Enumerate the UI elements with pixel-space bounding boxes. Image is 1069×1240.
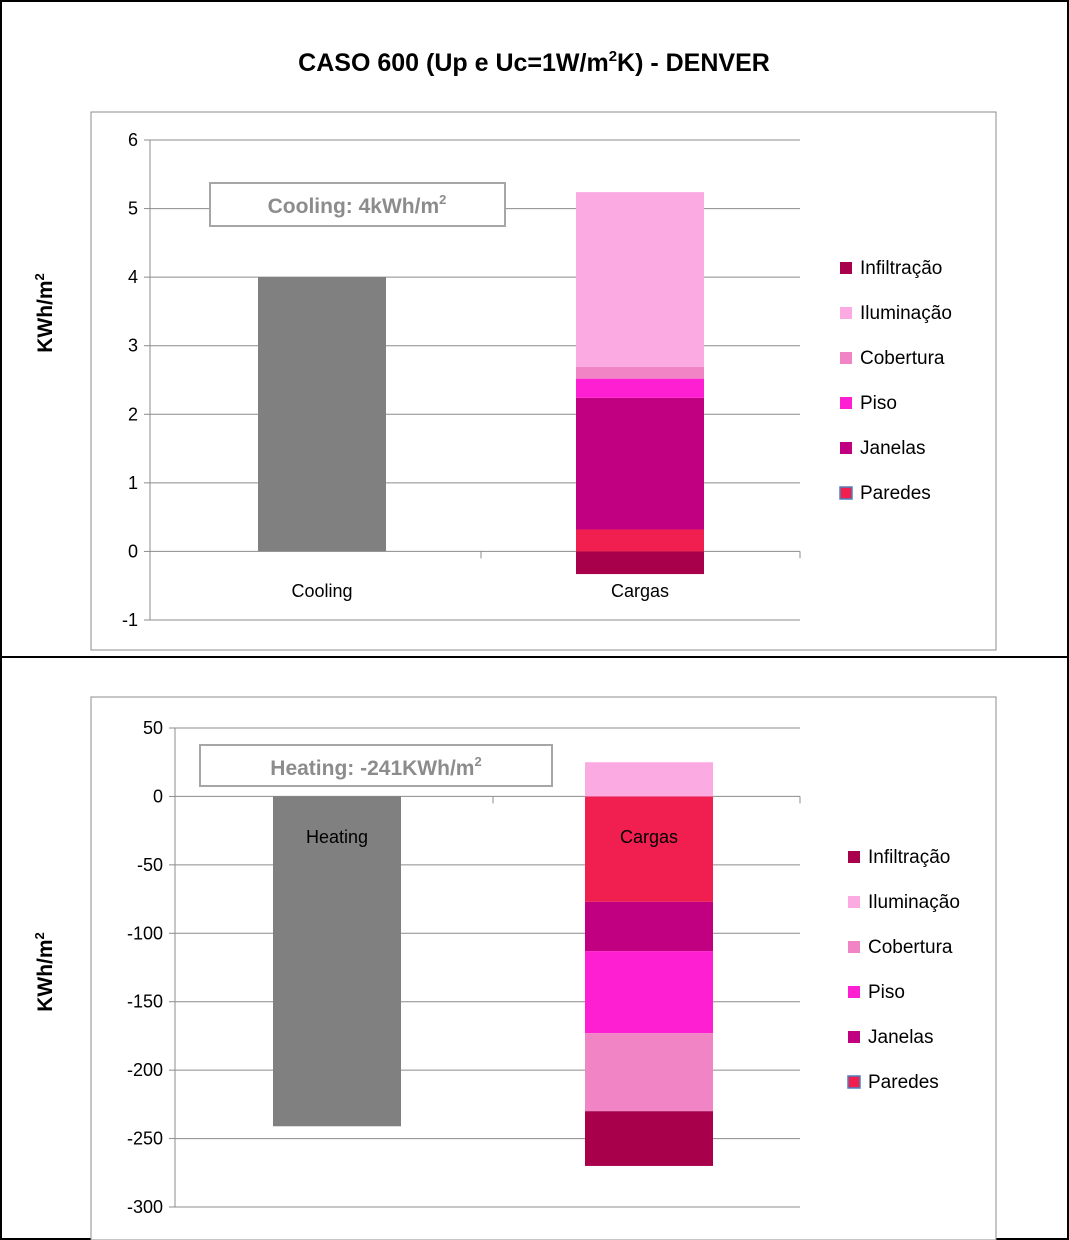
- legend-swatch-janelas: [840, 442, 852, 454]
- legend-swatch-iluminacao: [848, 896, 860, 908]
- y-tick-label: -300: [127, 1197, 163, 1217]
- bar-segment-cobertura: [585, 1033, 713, 1112]
- bar-cooling: [258, 277, 386, 552]
- legend-label: Piso: [868, 982, 905, 1003]
- category-label: Cargas: [620, 827, 678, 847]
- legend-swatch-infiltracao: [848, 851, 860, 863]
- bar-segment-iluminacao: [585, 762, 713, 797]
- y-tick-label: -50: [137, 855, 163, 875]
- annotation-text: Heating: -241KWh/m2: [270, 754, 481, 780]
- annotation-box: [209, 182, 506, 227]
- chart1: -1 0 1 2 3 4 5 6 KWh/m2 Cooling Cargas Cooling: 4kW…: [32, 130, 952, 630]
- bar-segment-paredes: [585, 796, 713, 902]
- y-tick-label: 3: [128, 336, 138, 356]
- category-label: Cargas: [611, 581, 669, 601]
- y-tick-label: 0: [128, 541, 138, 561]
- category-label: Heating: [306, 827, 368, 847]
- y-tick-label: 0: [153, 786, 163, 806]
- chart2: -300 -250 -200 -150 -100 -50 0 50 KWh/m2 Heating C…: [32, 718, 960, 1217]
- y-tick-label: 5: [128, 199, 138, 219]
- legend-swatch-cobertura: [848, 941, 860, 953]
- legend-swatch-paredes: [847, 1075, 861, 1089]
- legend-swatch-piso: [848, 986, 860, 998]
- bar-segment-piso: [585, 951, 713, 1034]
- legend-label: Cobertura: [868, 937, 953, 958]
- bar-segment-infiltracao: [585, 1111, 713, 1166]
- legend-swatch-janelas: [848, 1031, 860, 1043]
- bar-heating: [273, 796, 401, 1127]
- legend-swatch-cobertura: [840, 352, 852, 364]
- y-tick-label: 50: [143, 718, 163, 738]
- y-tick-label: 6: [128, 130, 138, 150]
- annotation-box: [199, 744, 553, 787]
- y-tick-label: 2: [128, 404, 138, 424]
- legend-label: Infiltração: [868, 847, 950, 868]
- category-label: Cooling: [291, 581, 352, 601]
- y-tick-label: 1: [128, 473, 138, 493]
- y-tick-label: -200: [127, 1060, 163, 1080]
- legend-label: Paredes: [860, 483, 931, 504]
- legend-swatch-infiltracao: [840, 262, 852, 274]
- legend-label: Janelas: [868, 1027, 934, 1048]
- bar-segment-infiltracao: [576, 551, 704, 575]
- annotation-text: Cooling: 4kWh/m2: [268, 192, 447, 218]
- y-tick-label: 4: [128, 267, 138, 287]
- legend-label: Iluminação: [868, 892, 960, 913]
- legend-label: Piso: [860, 393, 897, 414]
- bar-segment-iluminacao: [576, 192, 704, 367]
- y-tick-label: -250: [127, 1129, 163, 1149]
- legend-label: Infiltração: [860, 258, 942, 279]
- y-axis-label: KWh/m2: [32, 932, 57, 1012]
- chart-title: CASO 600 (Up e Uc=1W/m2K) - DENVER: [298, 48, 770, 77]
- legend-swatch-piso: [840, 397, 852, 409]
- y-axis-label: KWh/m2: [32, 273, 57, 353]
- chart2-area: [90, 696, 997, 1240]
- bar-segment-piso: [576, 378, 704, 398]
- y-tick-label: -150: [127, 992, 163, 1012]
- legend-label: Paredes: [868, 1072, 939, 1093]
- legend-label: Iluminação: [860, 303, 952, 324]
- legend-swatch-iluminacao: [840, 307, 852, 319]
- bar-segment-cobertura: [576, 366, 704, 379]
- bar-segment-janelas: [576, 397, 704, 530]
- y-tick-label: -1: [122, 610, 138, 630]
- bar-segment-paredes: [576, 529, 704, 552]
- legend-swatch-paredes: [839, 486, 853, 500]
- bar-segment-janelas: [585, 901, 713, 952]
- y-tick-label: -100: [127, 923, 163, 943]
- legend-label: Cobertura: [860, 348, 945, 369]
- legend-label: Janelas: [860, 438, 926, 459]
